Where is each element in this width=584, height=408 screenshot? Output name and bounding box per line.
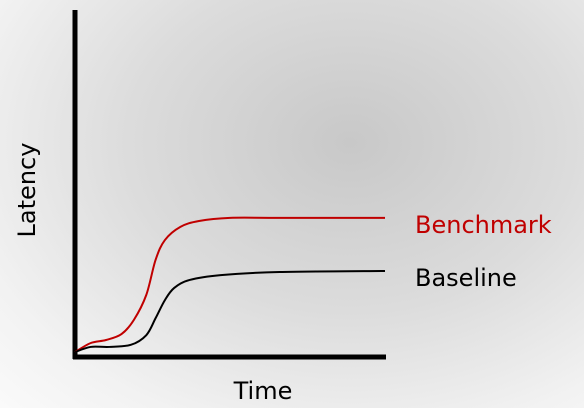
series-line (75, 218, 385, 353)
chart: Latency Time Benchmark Baseline (0, 0, 584, 408)
x-axis-label: Time (233, 377, 293, 405)
legend-label: Baseline (415, 264, 517, 292)
slide: Latency Time Benchmark Baseline (0, 0, 584, 408)
series-line (75, 271, 385, 352)
y-axis-label: Latency (13, 143, 41, 238)
legend-label: Benchmark (415, 211, 552, 239)
